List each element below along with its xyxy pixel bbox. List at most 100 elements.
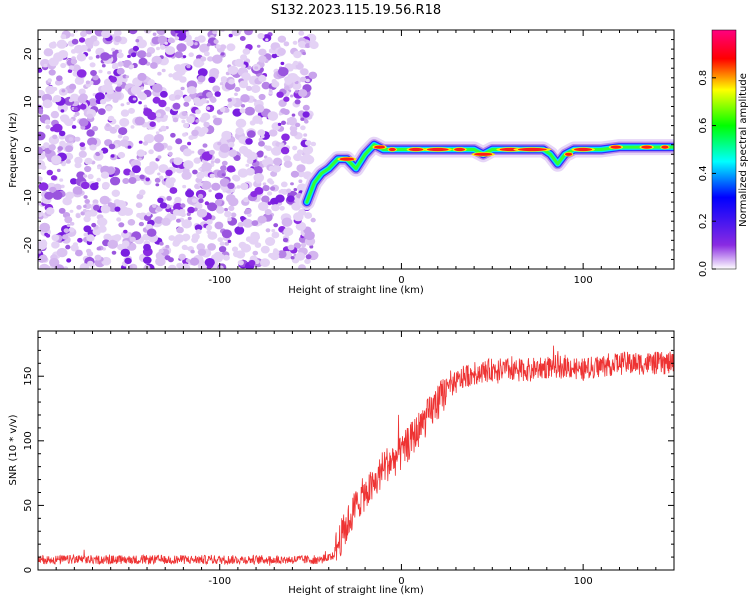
noise-blob	[204, 51, 210, 57]
noise-blob	[120, 248, 130, 257]
noise-blob	[132, 45, 139, 52]
noise-blob	[165, 106, 171, 112]
noise-blob	[291, 202, 302, 211]
noise-blob	[197, 261, 208, 269]
noise-blob	[127, 219, 136, 226]
noise-blob	[143, 30, 152, 34]
noise-blob	[258, 55, 267, 63]
noise-blob	[68, 98, 74, 103]
noise-blob	[202, 143, 208, 148]
noise-blob	[44, 119, 51, 125]
noise-blob	[90, 70, 97, 76]
noise-blob	[125, 75, 130, 79]
noise-blob	[290, 256, 295, 260]
noise-blob	[182, 55, 187, 59]
noise-blob	[138, 221, 144, 227]
signal-hotspot	[339, 157, 355, 161]
noise-blob	[71, 64, 81, 73]
noise-blob	[190, 249, 195, 254]
noise-blob	[114, 35, 122, 43]
noise-blob	[271, 53, 278, 59]
noise-blob	[282, 109, 290, 115]
noise-blob	[95, 54, 100, 59]
noise-blob	[298, 264, 306, 269]
noise-blob	[139, 189, 146, 196]
noise-blob	[128, 30, 138, 35]
noise-blob	[215, 44, 221, 49]
noise-blob	[234, 92, 238, 97]
noise-blob	[219, 178, 230, 187]
noise-blob	[44, 191, 54, 200]
noise-blob	[260, 258, 270, 267]
noise-blob	[153, 142, 165, 152]
noise-blob	[82, 208, 87, 213]
noise-blob	[196, 171, 205, 179]
noise-blob	[160, 125, 167, 131]
noise-blob	[242, 72, 251, 80]
noise-blob	[45, 124, 51, 130]
noise-blob	[124, 257, 132, 265]
noise-blob	[48, 144, 56, 151]
noise-blob	[271, 164, 282, 173]
noise-blob	[167, 257, 174, 263]
noise-blob	[245, 208, 252, 214]
noise-blob	[182, 132, 187, 137]
noise-blob	[92, 74, 99, 81]
noise-blob	[174, 30, 181, 34]
noise-blob	[86, 251, 94, 257]
noise-blob	[154, 177, 161, 183]
noise-blob	[183, 160, 194, 170]
noise-blob	[145, 52, 152, 58]
noise-blob	[157, 197, 164, 204]
noise-blob	[197, 68, 208, 77]
noise-blob	[78, 118, 89, 127]
noise-blob	[159, 44, 166, 50]
noise-blob	[86, 113, 93, 119]
noise-blob	[206, 43, 211, 47]
y-tick-label: -20	[23, 237, 34, 253]
noise-blob	[38, 146, 43, 155]
noise-blob	[194, 42, 198, 46]
noise-blob	[112, 97, 119, 103]
noise-blob	[240, 182, 249, 191]
noise-blob	[159, 202, 168, 209]
noise-blob	[226, 165, 236, 173]
noise-blob	[41, 165, 47, 170]
signal-hotspot	[454, 147, 466, 152]
noise-blob	[305, 78, 310, 83]
noise-blob	[163, 114, 169, 119]
noise-blob	[252, 250, 259, 256]
noise-blob	[99, 150, 103, 154]
noise-blob	[191, 150, 195, 154]
noise-blob	[207, 243, 217, 251]
noise-blob	[240, 54, 248, 61]
noise-blob	[212, 30, 218, 35]
noise-blob	[203, 121, 210, 128]
noise-blob	[113, 30, 122, 37]
noise-blob	[244, 106, 255, 116]
noise-blob	[130, 125, 135, 129]
noise-blob	[304, 212, 313, 219]
noise-blob	[60, 62, 67, 69]
noise-blob	[107, 239, 118, 249]
noise-blob	[78, 37, 86, 43]
noise-blob	[58, 50, 69, 59]
noise-blob	[239, 108, 246, 114]
noise-blob	[118, 127, 128, 136]
noise-blob	[107, 71, 112, 75]
noise-blob	[281, 133, 290, 141]
noise-blob	[262, 182, 267, 186]
noise-blob	[114, 206, 121, 212]
noise-blob	[76, 171, 86, 179]
noise-blob	[225, 194, 236, 203]
noise-blob	[218, 246, 227, 253]
noise-blob	[295, 221, 307, 231]
noise-blob	[117, 83, 121, 87]
noise-blob	[89, 144, 97, 151]
noise-blob	[77, 95, 87, 104]
noise-blob	[211, 182, 221, 191]
noise-blob	[122, 240, 130, 247]
noise-blob	[245, 163, 250, 167]
noise-blob	[227, 217, 232, 222]
noise-blob	[290, 129, 298, 137]
